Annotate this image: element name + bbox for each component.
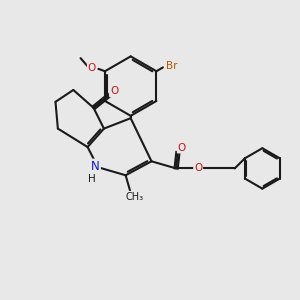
Text: H: H: [88, 173, 95, 184]
Text: O: O: [110, 86, 118, 96]
Text: O: O: [194, 164, 202, 173]
Text: N: N: [91, 160, 100, 172]
Text: O: O: [178, 142, 186, 153]
Text: Br: Br: [166, 61, 177, 70]
Text: O: O: [88, 63, 96, 73]
Text: CH₃: CH₃: [125, 192, 144, 202]
